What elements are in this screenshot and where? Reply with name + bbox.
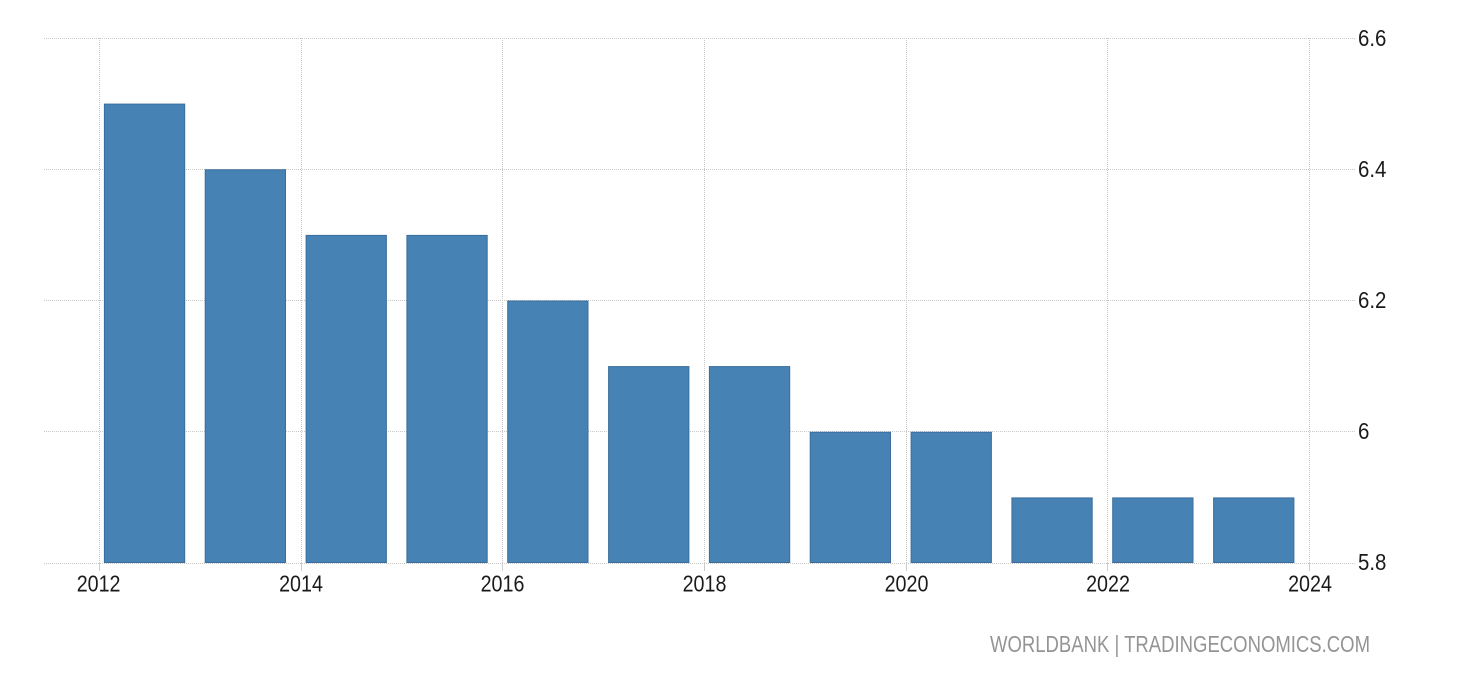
svg-text:2020: 2020: [885, 571, 929, 597]
svg-text:2018: 2018: [683, 571, 727, 597]
svg-text:2022: 2022: [1086, 571, 1130, 597]
svg-text:2024: 2024: [1288, 571, 1332, 597]
svg-text:5.8: 5.8: [1358, 549, 1386, 575]
svg-text:6.2: 6.2: [1358, 287, 1386, 313]
svg-text:2012: 2012: [77, 571, 121, 597]
svg-text:6: 6: [1358, 418, 1369, 444]
svg-text:WORLDBANK | TRADINGECONOMICS.C: WORLDBANK | TRADINGECONOMICS.COM: [990, 631, 1370, 657]
svg-text:6.4: 6.4: [1358, 156, 1387, 182]
svg-text:2016: 2016: [481, 571, 525, 597]
svg-text:6.6: 6.6: [1358, 25, 1386, 51]
svg-text:2014: 2014: [279, 571, 323, 597]
